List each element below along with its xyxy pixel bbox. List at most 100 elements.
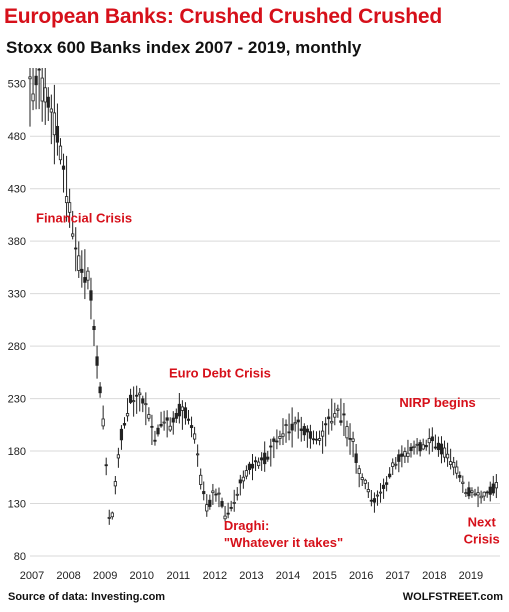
annotation-next: Next Crisis [464, 515, 500, 547]
candle-body [241, 476, 245, 482]
candle-body [89, 290, 93, 301]
candle-body [205, 504, 209, 512]
candle-body [406, 452, 410, 457]
x-axis-ticks: 2007 2008 2009 2010 2011 2012 2013 2014 2015 2016… [20, 570, 483, 582]
y-tick-label: 80 [14, 551, 26, 563]
credit-note: WOLFSTREET.com [402, 591, 503, 603]
candle-body [77, 255, 81, 271]
candle-body [433, 446, 437, 449]
annotation-euro: Euro Debt Crisis [169, 366, 271, 381]
candle-body [168, 425, 172, 431]
candle-body [394, 463, 398, 466]
candle-body [232, 501, 236, 504]
candle-body [464, 492, 468, 495]
gridlines [30, 83, 500, 557]
candle-body [211, 490, 215, 494]
candle-body [147, 414, 151, 419]
candle-body [174, 412, 178, 419]
x-tick-label: 2010 [129, 570, 153, 582]
candle-body [476, 492, 480, 496]
candle-body [153, 439, 157, 442]
candle-body [135, 394, 139, 397]
candle-body [305, 428, 309, 433]
candle-body [439, 443, 444, 455]
candle-body [116, 454, 120, 459]
x-tick-label: 2009 [93, 570, 117, 582]
candle-body [180, 406, 184, 411]
candle-body [64, 196, 69, 204]
candle-body [491, 483, 495, 494]
candle-body [348, 437, 352, 440]
candle-body [119, 428, 124, 441]
y-tick-label: 330 [8, 289, 26, 301]
candle-body [317, 438, 322, 441]
candle-body [342, 413, 346, 416]
candle-body [122, 423, 127, 426]
candle-body [333, 413, 337, 418]
candle-body [415, 443, 419, 446]
candle-body [427, 438, 431, 444]
candle-body [250, 463, 255, 469]
candle-body [482, 491, 486, 497]
candle-body [202, 491, 206, 495]
x-tick-label: 2019 [459, 570, 483, 582]
candle-body [86, 270, 90, 281]
candle-body [226, 512, 230, 515]
candle-body [229, 506, 233, 509]
candle-body [363, 479, 367, 484]
candle-body [92, 326, 96, 331]
annotations: Financial Crisis Euro Debt Crisis Draghi: "… [36, 210, 500, 549]
candle-body [266, 456, 270, 460]
candle-body [49, 108, 53, 113]
candle-body [113, 481, 117, 487]
candle-body [397, 454, 401, 462]
x-tick-label: 2008 [56, 570, 80, 582]
candle-body [360, 477, 364, 481]
x-tick-label: 2017 [386, 570, 410, 582]
candle-body [272, 438, 276, 442]
candle-body [452, 461, 456, 468]
candle-body [34, 75, 38, 86]
candle-body [95, 356, 99, 366]
candle-body [80, 268, 84, 273]
candle-body [68, 202, 72, 213]
x-tick-label: 2007 [20, 570, 44, 582]
annotation-draghi: Draghi: "Whatever it takes" [224, 518, 343, 550]
candle-body [357, 468, 361, 474]
candle-body [125, 413, 130, 417]
candle-body [479, 495, 483, 499]
candle-body [372, 498, 377, 503]
candle-body [104, 464, 108, 467]
candle-body [302, 426, 306, 436]
candle-body [436, 442, 441, 451]
candle-body [327, 416, 331, 420]
y-tick-label: 430 [8, 184, 26, 196]
x-tick-label: 2013 [239, 570, 263, 582]
candle-body [238, 479, 242, 484]
x-tick-label: 2018 [422, 570, 446, 582]
candle-body [55, 125, 60, 143]
candle-body [388, 473, 392, 478]
candle-body [290, 423, 294, 431]
candle-series [28, 68, 498, 525]
candle-body [418, 442, 422, 452]
candle-body [177, 403, 181, 417]
candle-body [275, 440, 279, 443]
candle-body [107, 516, 111, 519]
candle-body [28, 76, 32, 80]
candle-body [162, 421, 166, 424]
candle-body [141, 398, 145, 404]
candle-body [244, 470, 249, 477]
candle-body [132, 400, 136, 403]
candle-body [485, 491, 489, 494]
candle-body [171, 417, 175, 423]
candle-body [223, 515, 227, 520]
candle-body [449, 461, 453, 465]
candle-body [278, 436, 282, 439]
candle-body [83, 277, 87, 283]
candle-body [409, 446, 413, 452]
candle-body [470, 490, 474, 493]
candle-body [391, 462, 395, 467]
candle-body [321, 430, 325, 437]
